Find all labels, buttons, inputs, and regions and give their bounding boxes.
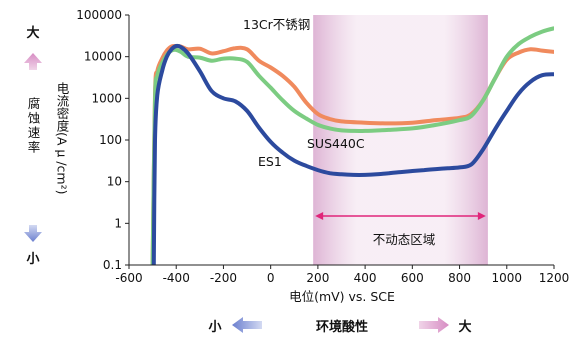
ticks-layer: -600 -400 -200 0 200 400 600 800 1000 1200 0.1 1 10 1… bbox=[76, 8, 569, 285]
x-tick-label: 1000 bbox=[492, 271, 523, 285]
y-tick-label: 10 bbox=[107, 175, 122, 189]
series-label-sus440c: SUS440C bbox=[307, 136, 365, 151]
y-tick-label: 100 bbox=[99, 133, 122, 147]
series-label-es1: ES1 bbox=[258, 154, 282, 169]
arrow-up-icon bbox=[24, 53, 42, 70]
bottom-right-label: 大 bbox=[458, 319, 471, 335]
arrow-right-icon bbox=[419, 317, 449, 333]
series-label-13cr: 13Cr不锈钢 bbox=[243, 17, 310, 32]
x-tick-label: 200 bbox=[306, 271, 329, 285]
side-label-text: 腐蚀速率 bbox=[26, 96, 41, 155]
y-tick-label: 1 bbox=[114, 216, 122, 230]
y-tick-label: 1000 bbox=[91, 91, 122, 105]
bottom-left-label: 小 bbox=[208, 320, 221, 335]
series-line-es1 bbox=[151, 43, 554, 265]
y-tick-label: 0.1 bbox=[103, 258, 122, 272]
x-tick-label: -400 bbox=[163, 271, 190, 285]
x-tick-label: 0 bbox=[267, 271, 275, 285]
y-axis-label: 电流密度(A μ /cm²) bbox=[55, 82, 70, 194]
x-tick-label: -600 bbox=[115, 271, 142, 285]
x-tick-label: 600 bbox=[401, 271, 424, 285]
y-tick-label: 100000 bbox=[76, 8, 122, 22]
left-top-label: 大 bbox=[26, 25, 39, 41]
passive-region-band bbox=[313, 15, 488, 265]
y-tick-label: 10000 bbox=[84, 50, 122, 64]
x-axis-label: 电位(mV) vs. SCE bbox=[289, 289, 395, 304]
x-tick-label: -200 bbox=[210, 271, 237, 285]
passive-region-arrow bbox=[315, 212, 486, 220]
left-bottom-label: 小 bbox=[26, 252, 39, 267]
x-tick-label: 800 bbox=[448, 271, 471, 285]
x-tick-label: 400 bbox=[354, 271, 377, 285]
bottom-center-label: 环境酸性 bbox=[316, 319, 368, 335]
arrow-left-icon bbox=[232, 317, 262, 333]
series-layer bbox=[150, 26, 554, 265]
x-tick-label: 1200 bbox=[539, 271, 570, 285]
arrow-down-icon bbox=[24, 225, 42, 242]
passive-region-label: 不动态区域 bbox=[373, 232, 436, 247]
